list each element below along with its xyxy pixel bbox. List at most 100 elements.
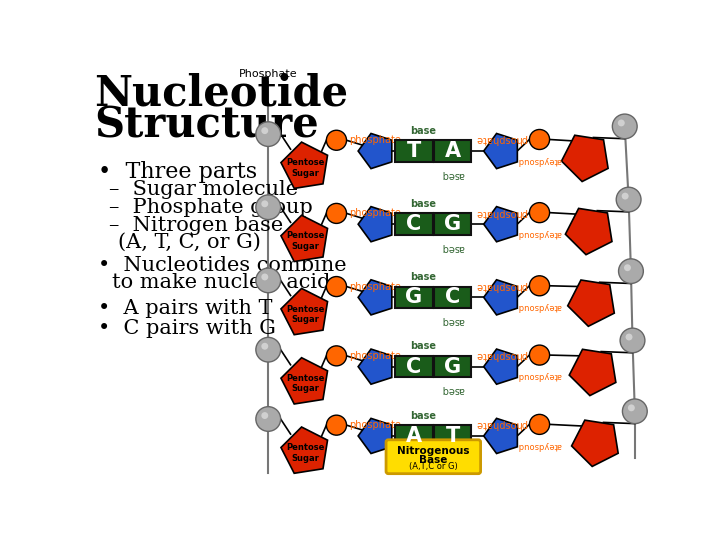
Circle shape bbox=[261, 127, 269, 134]
Text: ateydsoud: ateydsoud bbox=[518, 156, 562, 165]
Polygon shape bbox=[358, 207, 392, 242]
Text: base: base bbox=[410, 341, 436, 351]
FancyBboxPatch shape bbox=[395, 425, 433, 447]
Polygon shape bbox=[565, 208, 612, 255]
Circle shape bbox=[529, 130, 549, 150]
Polygon shape bbox=[358, 349, 392, 384]
Text: phosphate: phosphate bbox=[475, 134, 527, 145]
FancyBboxPatch shape bbox=[395, 140, 433, 162]
Text: phosphate: phosphate bbox=[349, 281, 401, 292]
Polygon shape bbox=[484, 349, 518, 384]
Circle shape bbox=[626, 334, 632, 340]
Text: G: G bbox=[405, 287, 423, 307]
Circle shape bbox=[326, 204, 346, 224]
Text: •  Three parts: • Three parts bbox=[98, 161, 257, 183]
Circle shape bbox=[616, 187, 641, 212]
Text: –  Nitrogen base: – Nitrogen base bbox=[109, 215, 283, 235]
Circle shape bbox=[618, 119, 625, 126]
Circle shape bbox=[529, 276, 549, 296]
FancyBboxPatch shape bbox=[434, 140, 472, 162]
Text: C: C bbox=[406, 214, 422, 234]
FancyBboxPatch shape bbox=[395, 287, 433, 308]
Text: •  Nucleotides combine: • Nucleotides combine bbox=[98, 256, 346, 275]
Circle shape bbox=[612, 114, 637, 139]
Circle shape bbox=[261, 200, 269, 207]
Text: phosphate: phosphate bbox=[475, 208, 527, 218]
Text: to make nucleic acids: to make nucleic acids bbox=[112, 273, 341, 293]
Polygon shape bbox=[358, 133, 392, 168]
Circle shape bbox=[256, 122, 281, 146]
Text: –  Sugar molecule: – Sugar molecule bbox=[109, 180, 298, 199]
Polygon shape bbox=[484, 418, 518, 454]
Circle shape bbox=[529, 202, 549, 222]
Text: aseq: aseq bbox=[441, 170, 464, 179]
Polygon shape bbox=[570, 349, 616, 396]
Text: base: base bbox=[410, 199, 436, 209]
Circle shape bbox=[529, 414, 549, 434]
Text: phosphate: phosphate bbox=[475, 281, 527, 291]
Text: ateydsoud: ateydsoud bbox=[518, 441, 562, 450]
Text: A: A bbox=[406, 426, 422, 446]
Polygon shape bbox=[567, 280, 614, 326]
Text: –  Phosphate group: – Phosphate group bbox=[109, 198, 312, 217]
Text: Phosphate: Phosphate bbox=[239, 70, 297, 79]
Text: base: base bbox=[410, 410, 436, 421]
Text: Pentose
Sugar: Pentose Sugar bbox=[287, 443, 325, 463]
Circle shape bbox=[622, 399, 647, 423]
Polygon shape bbox=[281, 288, 328, 335]
Circle shape bbox=[326, 276, 346, 296]
Circle shape bbox=[261, 343, 269, 350]
FancyBboxPatch shape bbox=[434, 425, 472, 447]
Text: Pentose
Sugar: Pentose Sugar bbox=[287, 305, 325, 324]
Text: C: C bbox=[406, 356, 422, 376]
Circle shape bbox=[256, 407, 281, 431]
FancyBboxPatch shape bbox=[434, 213, 472, 235]
Circle shape bbox=[326, 415, 346, 435]
Polygon shape bbox=[572, 420, 618, 467]
Text: Structure: Structure bbox=[94, 105, 319, 147]
Text: Base: Base bbox=[419, 455, 448, 465]
Circle shape bbox=[261, 412, 269, 419]
Text: ateydsoud: ateydsoud bbox=[518, 372, 562, 380]
Polygon shape bbox=[281, 215, 328, 261]
Text: aseq: aseq bbox=[441, 316, 464, 326]
Polygon shape bbox=[281, 427, 328, 473]
FancyBboxPatch shape bbox=[386, 440, 481, 474]
Circle shape bbox=[256, 268, 281, 293]
Text: aseq: aseq bbox=[441, 385, 464, 395]
Circle shape bbox=[256, 195, 281, 220]
Text: A: A bbox=[445, 141, 461, 161]
Text: •  C pairs with G: • C pairs with G bbox=[98, 319, 276, 338]
Circle shape bbox=[326, 130, 346, 150]
Text: T: T bbox=[407, 141, 421, 161]
Text: C: C bbox=[445, 287, 460, 307]
Text: G: G bbox=[444, 356, 462, 376]
Text: ateydsoud: ateydsoud bbox=[518, 302, 562, 311]
Text: base: base bbox=[410, 126, 436, 136]
Polygon shape bbox=[281, 357, 328, 404]
FancyBboxPatch shape bbox=[434, 356, 472, 377]
FancyBboxPatch shape bbox=[395, 213, 433, 235]
Polygon shape bbox=[484, 280, 518, 315]
Polygon shape bbox=[281, 142, 328, 188]
Text: phosphate: phosphate bbox=[349, 351, 401, 361]
FancyBboxPatch shape bbox=[434, 287, 472, 308]
Text: phosphate: phosphate bbox=[475, 350, 527, 360]
Text: base: base bbox=[410, 272, 436, 282]
Text: phosphate: phosphate bbox=[349, 208, 401, 218]
Text: Nitrogenous: Nitrogenous bbox=[397, 447, 469, 456]
Circle shape bbox=[256, 338, 281, 362]
Circle shape bbox=[620, 328, 645, 353]
Circle shape bbox=[621, 193, 629, 200]
Text: ateydsoud: ateydsoud bbox=[518, 229, 562, 238]
Text: Pentose
Sugar: Pentose Sugar bbox=[287, 232, 325, 251]
Circle shape bbox=[261, 273, 269, 280]
Text: aseq: aseq bbox=[441, 242, 464, 253]
Polygon shape bbox=[484, 133, 518, 168]
Text: phosphate: phosphate bbox=[349, 135, 401, 145]
Circle shape bbox=[618, 259, 644, 284]
Polygon shape bbox=[358, 280, 392, 315]
Polygon shape bbox=[358, 418, 392, 454]
Circle shape bbox=[624, 264, 631, 271]
Circle shape bbox=[326, 346, 346, 366]
